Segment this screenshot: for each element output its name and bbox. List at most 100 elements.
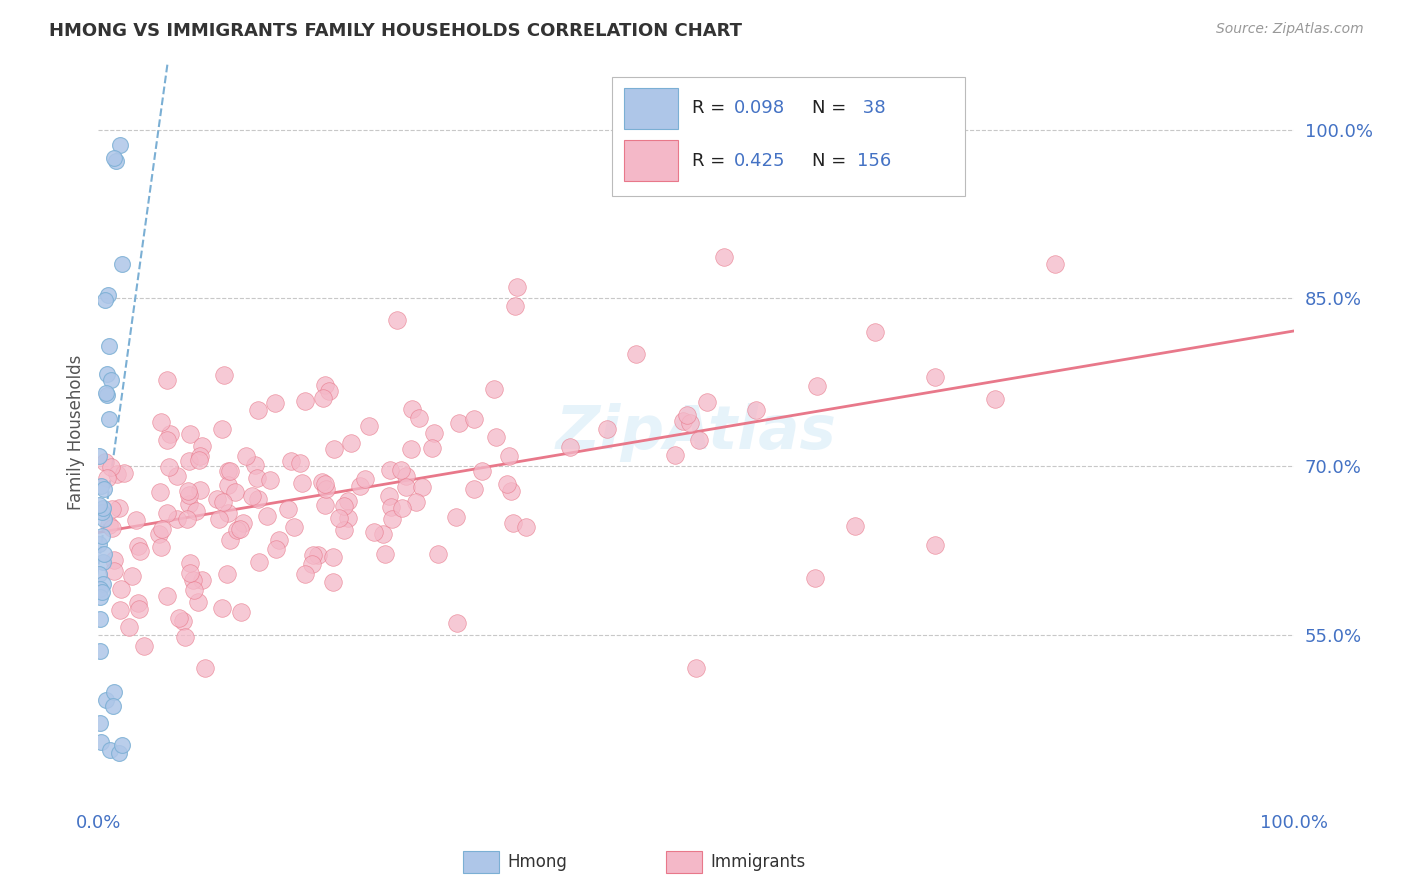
Point xyxy=(191,573,214,587)
Point xyxy=(340,436,363,450)
Text: R =: R = xyxy=(692,152,731,169)
Point xyxy=(188,453,211,467)
Point xyxy=(110,138,132,153)
Point xyxy=(444,510,467,524)
Point xyxy=(374,547,396,561)
Point xyxy=(111,256,134,270)
Point xyxy=(96,367,118,381)
Point xyxy=(676,408,699,422)
Point xyxy=(91,529,114,543)
Point xyxy=(96,388,118,402)
Point xyxy=(166,469,188,483)
Point xyxy=(391,463,413,477)
Point xyxy=(399,442,422,457)
Point xyxy=(94,692,117,706)
Point xyxy=(264,396,287,410)
Point xyxy=(217,478,239,492)
Point xyxy=(87,536,110,550)
Point xyxy=(302,548,325,562)
Point xyxy=(411,480,433,494)
Point xyxy=(179,556,201,570)
Point xyxy=(380,500,402,514)
Point xyxy=(127,596,149,610)
Point xyxy=(166,512,188,526)
Point xyxy=(256,508,278,523)
Point xyxy=(179,426,201,441)
Point xyxy=(217,464,239,478)
Point xyxy=(626,347,648,361)
Point xyxy=(87,498,110,512)
Point xyxy=(291,476,314,491)
Point xyxy=(502,516,524,530)
Point xyxy=(336,511,359,525)
Text: 38: 38 xyxy=(858,99,886,118)
Point xyxy=(118,620,141,634)
Point xyxy=(89,715,111,730)
Point xyxy=(246,402,269,417)
Point xyxy=(322,574,344,589)
Point xyxy=(224,484,246,499)
Point xyxy=(132,639,155,653)
Point xyxy=(664,448,686,462)
Point xyxy=(176,512,198,526)
Point xyxy=(212,368,235,383)
Point xyxy=(93,577,115,591)
Point xyxy=(128,544,150,558)
Point xyxy=(314,498,336,512)
Point xyxy=(423,425,446,440)
Point xyxy=(422,441,444,455)
Point xyxy=(499,484,522,499)
Point xyxy=(311,475,333,489)
Point xyxy=(288,456,311,470)
Point xyxy=(91,501,114,516)
Point xyxy=(152,522,174,536)
Point xyxy=(157,460,180,475)
Point xyxy=(235,449,257,463)
Point xyxy=(395,469,418,483)
Point xyxy=(322,550,344,565)
Point xyxy=(100,459,122,474)
Point xyxy=(378,489,401,503)
Point xyxy=(101,521,124,535)
Point xyxy=(96,471,118,485)
Point xyxy=(381,511,404,525)
Point xyxy=(103,698,125,713)
Point xyxy=(596,421,619,435)
Point xyxy=(333,499,356,513)
Point xyxy=(247,555,270,569)
Point xyxy=(277,501,299,516)
Point xyxy=(94,455,117,469)
Point xyxy=(671,414,693,428)
Text: ZipAtlas: ZipAtlas xyxy=(555,403,837,462)
Point xyxy=(179,497,201,511)
Point xyxy=(259,473,281,487)
Point xyxy=(314,476,336,491)
Point xyxy=(328,510,350,524)
Point xyxy=(97,288,120,302)
Point xyxy=(110,582,132,597)
Point xyxy=(98,743,121,757)
Point xyxy=(91,505,114,519)
Point xyxy=(315,483,337,497)
Point xyxy=(181,573,204,587)
Point xyxy=(380,463,402,477)
Point xyxy=(103,564,125,578)
Point xyxy=(172,614,194,628)
Point xyxy=(156,589,179,603)
Point xyxy=(844,518,866,533)
Point xyxy=(177,454,200,468)
Point xyxy=(89,591,111,605)
Point xyxy=(174,630,197,644)
Point xyxy=(179,488,201,502)
Point xyxy=(219,533,242,547)
Point xyxy=(194,660,217,674)
Point xyxy=(167,611,190,625)
Point xyxy=(211,495,233,509)
Point xyxy=(90,479,112,493)
Text: Hmong: Hmong xyxy=(508,853,567,871)
Point xyxy=(311,391,333,405)
Point xyxy=(401,401,423,416)
Point xyxy=(408,411,430,425)
Point xyxy=(426,547,449,561)
Point xyxy=(337,493,360,508)
